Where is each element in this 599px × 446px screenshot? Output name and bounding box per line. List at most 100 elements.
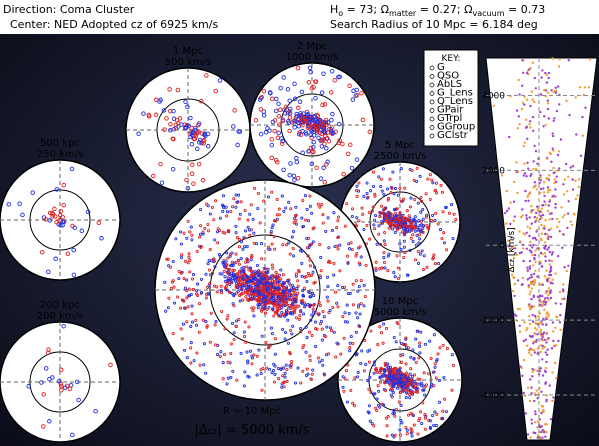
cone-dot	[533, 392, 535, 394]
cone-dot	[519, 308, 521, 310]
cone-dot	[552, 396, 554, 398]
panel-velocity: 500 km/s	[165, 57, 211, 68]
cone-dot	[540, 333, 542, 335]
cone-dot	[534, 327, 536, 329]
cone-dot	[546, 311, 548, 313]
panel-label: 200 kpc	[40, 300, 80, 311]
cone-dot	[539, 370, 541, 372]
cone-dot	[535, 219, 537, 221]
cone-dot	[530, 211, 532, 213]
cone-dot	[542, 187, 544, 189]
cone-dot	[546, 248, 548, 250]
cone-dot	[536, 206, 538, 208]
cone-dot	[533, 258, 535, 260]
cone-dot	[535, 249, 537, 251]
cone-dot	[512, 276, 514, 278]
cone-dot	[531, 276, 533, 278]
cone-dot	[552, 321, 554, 323]
cone-dot	[584, 107, 586, 109]
cone-dot	[530, 354, 532, 356]
cone-dot	[539, 283, 541, 285]
main-label: R = 10 Mpc	[223, 406, 281, 417]
cone-dot	[552, 195, 554, 197]
cone-dot	[513, 295, 515, 297]
cone-dot	[548, 72, 550, 74]
cone-dot	[551, 218, 553, 220]
cone-dot	[553, 172, 555, 174]
cone-dot	[550, 236, 552, 238]
cone-dot	[575, 198, 577, 200]
cone-dot	[548, 246, 550, 248]
cone-dot	[527, 226, 529, 228]
y-tick-label: -4000	[479, 391, 505, 401]
cone-dot	[540, 412, 542, 414]
cone-dot	[533, 145, 535, 147]
cone-dot	[543, 225, 545, 227]
cone-dot	[557, 154, 559, 156]
cone-dot	[543, 181, 545, 183]
cone-dot	[534, 421, 536, 423]
cone-dot	[539, 177, 541, 179]
cone-dot	[533, 305, 535, 307]
cone-dot	[534, 261, 536, 263]
cone-dot	[529, 249, 531, 251]
cone-dot	[533, 101, 535, 103]
cone-dot	[526, 99, 528, 101]
cone-dot	[519, 325, 521, 327]
cone-dot	[546, 332, 548, 334]
cone-dot	[531, 349, 533, 351]
cone-dot	[534, 351, 536, 353]
cone-dot	[548, 200, 550, 202]
cone-dot	[529, 216, 531, 218]
y-axis-label-part: [km/s]	[507, 227, 517, 259]
cone-dot	[533, 186, 535, 188]
cone-dot	[550, 227, 552, 229]
cone-dot	[548, 174, 550, 176]
cone-dot	[529, 241, 531, 243]
cone-dot	[523, 145, 525, 147]
cone-dot	[570, 221, 572, 223]
cone-dot	[568, 200, 570, 202]
cone-dot	[572, 165, 574, 167]
cone-dot	[530, 392, 532, 394]
cone-dot	[525, 339, 527, 341]
cone-dot	[535, 322, 537, 324]
cone-dot	[543, 200, 545, 202]
cosmology-part: = 0.27; Ω	[416, 3, 472, 16]
cone-dot	[560, 206, 562, 208]
cone-dot	[508, 136, 510, 138]
cone-dot	[544, 255, 546, 257]
cone-dot	[555, 344, 557, 346]
cone-dot	[555, 181, 557, 183]
cone-dot	[554, 188, 556, 190]
cone-dot	[517, 279, 519, 281]
cone-dot	[516, 192, 518, 194]
cone-dot	[553, 120, 555, 122]
cone-dot	[552, 340, 554, 342]
cone-dot	[524, 142, 526, 144]
panel-label: 5 Mpc	[385, 140, 415, 151]
cone-dot	[545, 351, 547, 353]
cone-dot	[544, 241, 546, 243]
cone-dot	[555, 87, 557, 89]
cone-dot	[539, 260, 541, 262]
cone-dot	[509, 202, 511, 204]
cone-dot	[526, 248, 528, 250]
cone-dot	[529, 308, 531, 310]
cone-dot	[542, 125, 544, 127]
cone-dot	[527, 269, 529, 271]
cone-dot	[524, 172, 526, 174]
cone-dot	[574, 180, 576, 182]
cone-dot	[562, 216, 564, 218]
cone-dot	[542, 214, 544, 216]
panel-label: 1 Mpc	[173, 46, 203, 57]
cone-dot	[528, 68, 530, 70]
cone-dot	[518, 123, 520, 125]
cone-dot	[551, 400, 553, 402]
cone-dot	[535, 168, 537, 170]
cone-dot	[558, 103, 560, 105]
cone-dot	[540, 391, 542, 393]
cone-dot	[536, 389, 538, 391]
cone-dot	[556, 226, 558, 228]
